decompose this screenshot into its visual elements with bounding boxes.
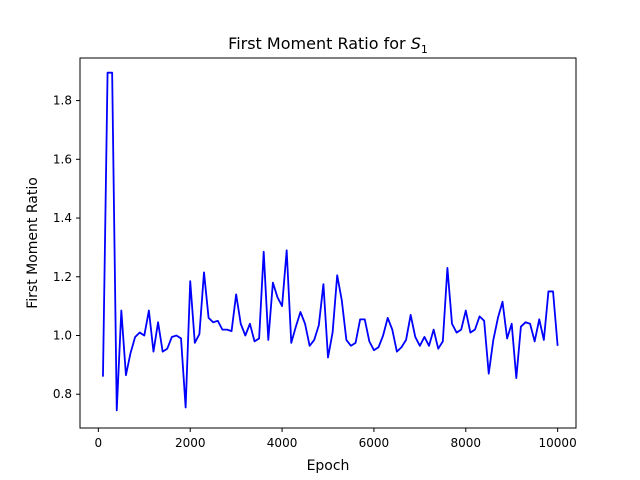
x-tick-label: 4000 — [267, 436, 298, 450]
series-line-0 — [102, 71, 559, 412]
x-tick-label: 0 — [95, 436, 103, 450]
chart-title: First Moment Ratio for S1 — [228, 34, 428, 56]
y-axis-label: First Moment Ratio — [25, 177, 41, 309]
y-tick-label: 1.8 — [53, 94, 72, 108]
x-tick-label: 2000 — [175, 436, 206, 450]
x-tick-label: 6000 — [359, 436, 390, 450]
chart-title-symbol: S — [411, 34, 421, 53]
x-axis-label: Epoch — [307, 458, 350, 474]
x-tick-label: 8000 — [451, 436, 482, 450]
y-tick-label: 1.6 — [53, 152, 72, 166]
y-tick-label: 1.4 — [53, 211, 72, 225]
x-axis: 0 2000 4000 6000 8000 10000 — [95, 428, 577, 450]
axes-frame — [79, 57, 577, 429]
y-tick-label: 1.0 — [53, 329, 72, 343]
y-axis: 0.8 1.0 1.2 1.4 1.6 1.8 — [53, 94, 80, 401]
y-tick-label: 0.8 — [53, 387, 72, 401]
y-tick-label: 1.2 — [53, 270, 72, 284]
x-tick-label: 10000 — [539, 436, 577, 450]
chart-title-subscript: 1 — [421, 43, 428, 56]
chart-title-text: First Moment Ratio for — [228, 34, 411, 53]
plot-area — [102, 71, 559, 412]
